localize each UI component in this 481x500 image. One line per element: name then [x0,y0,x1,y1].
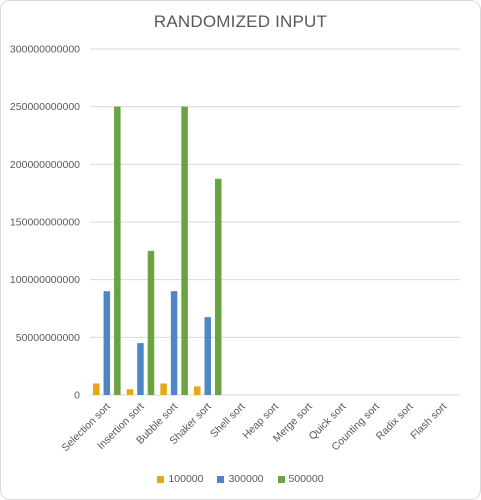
bar-500000-1 [147,250,155,395]
bar-300000-1 [137,343,144,395]
bar-500000-3 [214,178,222,395]
y-tick-label: 200000000000 [10,159,80,171]
bar-300000-3 [204,317,211,395]
y-tick-label: 0 [74,390,80,402]
bar-100000-0 [93,383,100,395]
legend-item-300000: 300000 [217,473,264,485]
legend-item-100000: 100000 [157,473,203,485]
bar-100000-2 [160,383,167,395]
bar-500000-0 [114,106,121,396]
bar-500000-2 [181,106,188,396]
legend-swatch [157,475,165,483]
y-tick-label: 100000000000 [10,274,80,286]
legend-label: 100000 [168,473,204,485]
bar-300000-2 [170,291,178,395]
legend-swatch [277,475,285,483]
legend-label: 500000 [288,473,324,485]
x-tick-label: Radix sort [374,401,416,443]
y-tick-label: 300000000000 [10,44,80,56]
y-tick-label: 150000000000 [10,217,80,229]
bar-300000-0 [103,291,111,395]
legend-item-500000: 500000 [277,473,324,485]
y-tick-label: 50000000000 [16,332,80,344]
bar-100000-1 [126,389,134,395]
chart-legend: 100000 300000 500000 [0,473,481,485]
legend-label: 300000 [228,473,264,485]
x-tick-label: Flash sort [408,401,449,442]
bar-100000-3 [193,386,201,395]
chart-title: RANDOMIZED INPUT [153,12,328,31]
y-tick-label: 250000000000 [10,101,80,113]
legend-swatch [217,475,225,483]
